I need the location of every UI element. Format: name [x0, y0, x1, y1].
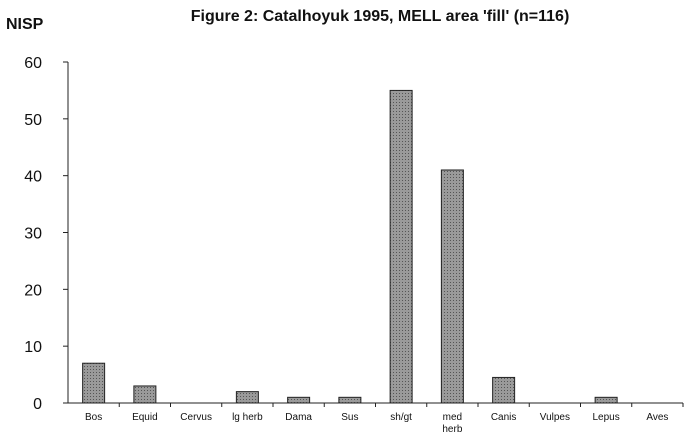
x-tick-label: Aves: [646, 412, 668, 423]
x-tick-label: Lepus: [593, 412, 620, 423]
x-tick-label: Canis: [491, 412, 517, 423]
bar: [82, 362, 106, 404]
x-tick-label: med: [443, 412, 462, 423]
bar: [338, 396, 362, 404]
x-tick-label: herb: [442, 424, 462, 435]
x-tick-label: Sus: [341, 412, 358, 423]
y-tick-label: 0: [33, 396, 42, 413]
y-tick-label: 20: [24, 282, 42, 299]
x-tick-label: sh/gt: [390, 412, 412, 423]
y-tick-label: 40: [24, 169, 42, 186]
y-tick-label: 10: [24, 339, 42, 356]
bar: [235, 391, 259, 404]
y-tick-label: 30: [24, 226, 42, 243]
bar: [492, 376, 516, 404]
bar: [389, 89, 413, 404]
bar: [287, 396, 311, 404]
bar: [133, 385, 157, 404]
x-tick-label: lg herb: [232, 412, 263, 423]
bar: [594, 396, 618, 404]
y-tick-label: 60: [24, 55, 42, 72]
bar: [440, 169, 464, 404]
x-tick-label: Equid: [132, 412, 158, 423]
x-tick-label: Dama: [285, 412, 312, 423]
chart-title: Figure 2: Catalhoyuk 1995, MELL area 'fi…: [190, 8, 570, 25]
x-tick-label: Cervus: [180, 412, 212, 423]
x-tick-label: Vulpes: [540, 412, 570, 423]
y-tick-label: 50: [24, 112, 42, 129]
x-tick-label: Bos: [85, 412, 102, 423]
y-axis-label: NISP: [6, 16, 44, 33]
